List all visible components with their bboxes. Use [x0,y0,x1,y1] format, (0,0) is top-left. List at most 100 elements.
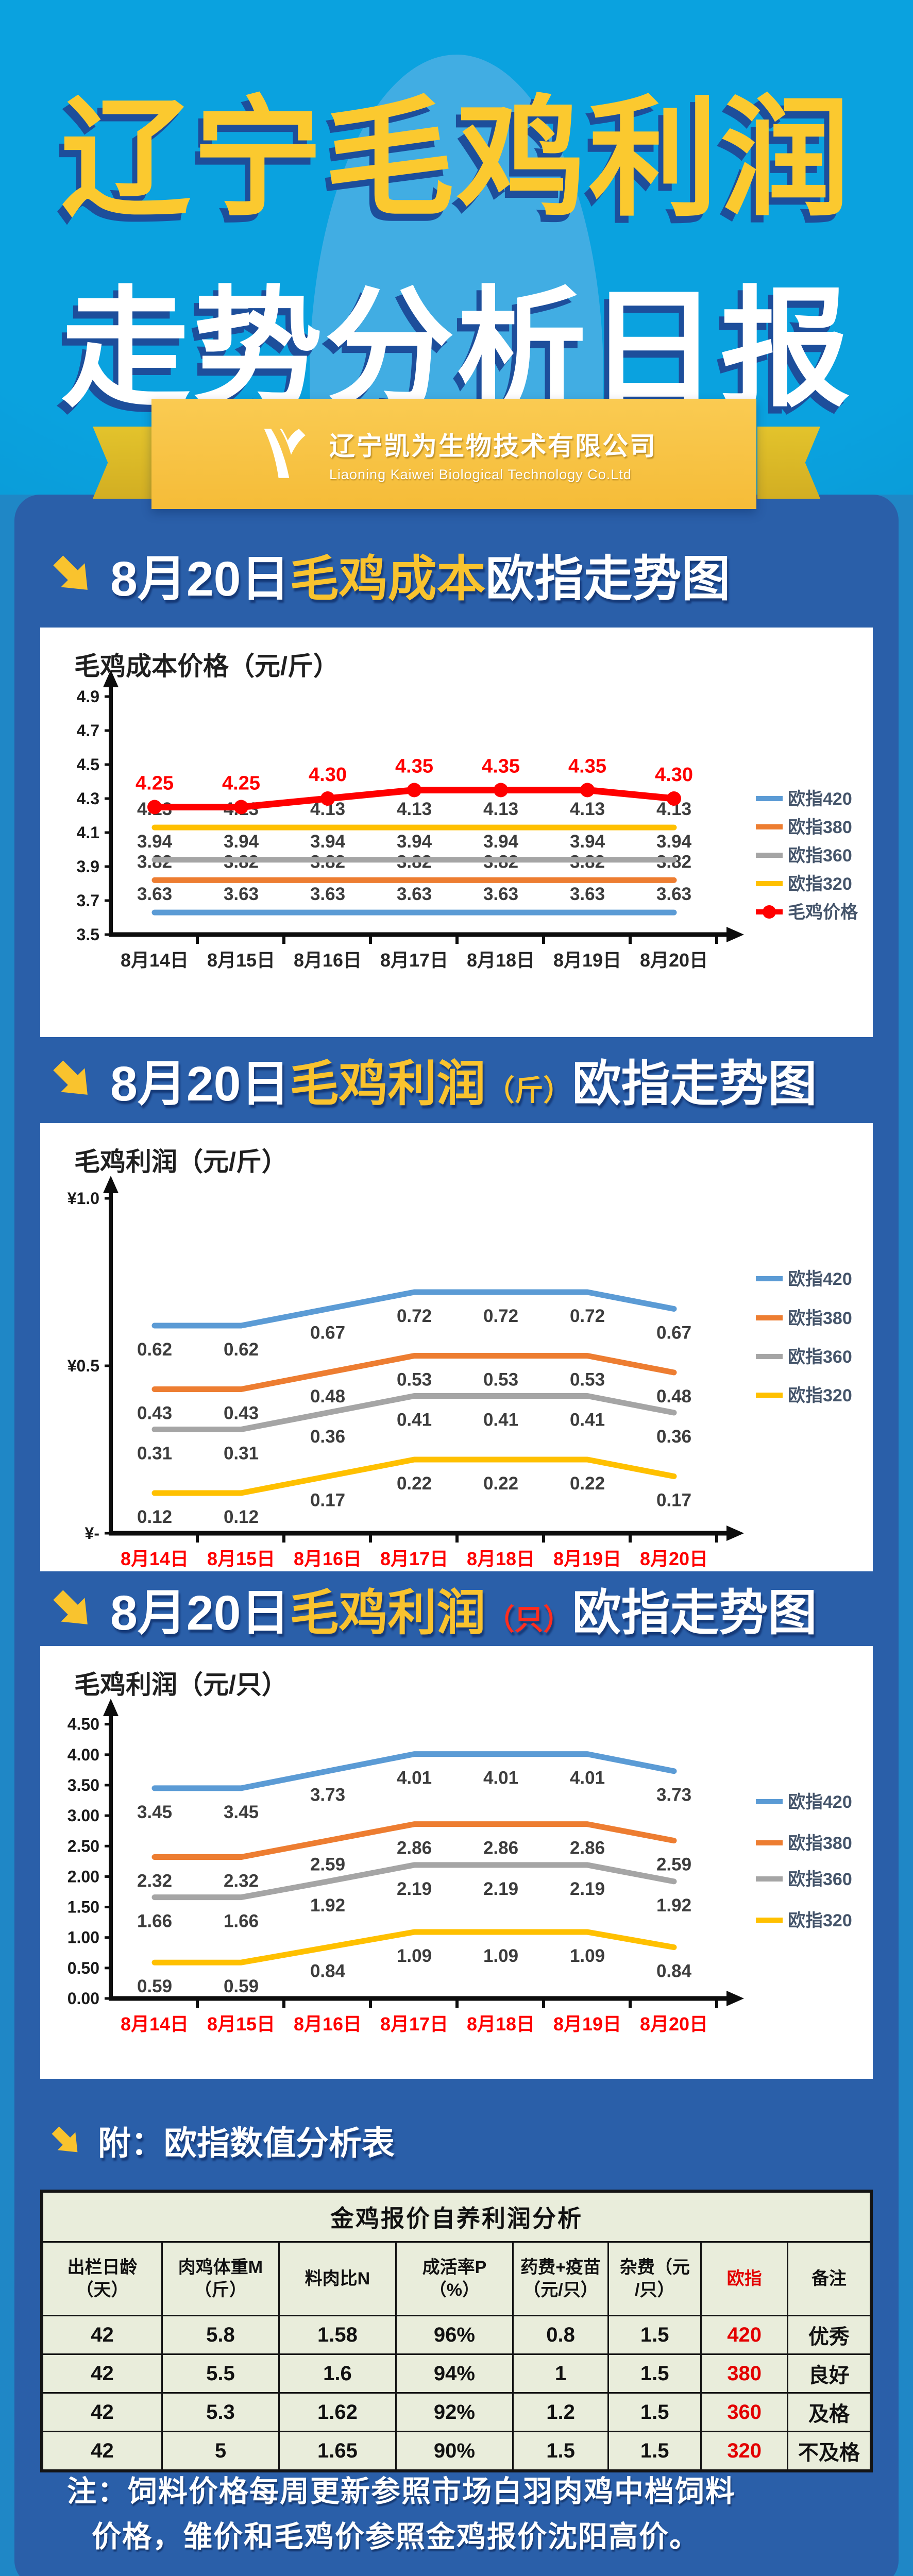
table-cell: 42 [41,2431,163,2472]
company-name-en: Liaoning Kaiwei Biological Technology Co… [329,466,632,482]
arrow-se-icon [52,2126,78,2153]
y-tick-label: 4.50 [67,1715,99,1734]
y-tick-label: 0.50 [67,1959,99,1977]
data-label: 3.63 [483,884,518,904]
y-tick-label: 4.1 [77,823,99,842]
y-tick-label: ¥0.5 [67,1357,99,1375]
series-marker [407,783,421,798]
legend-label: 欧指320 [788,1911,852,1930]
chart-svg: 毛鸡利润（元/斤） ¥1.0 ¥0.5 ¥- 8月14日 8月15日 8月16日 8月17日 8… [67,1147,852,1569]
data-label: 3.63 [224,884,259,904]
data-label: 0.22 [570,1473,605,1494]
series-marker [147,800,162,815]
data-label: 0.59 [137,1976,172,1996]
y-tick-label: 3.5 [77,925,99,944]
legend-label: 欧指420 [788,1792,852,1812]
legend-label: 欧指360 [788,1347,852,1367]
x-tick-label: 8月16日 [294,1548,362,1569]
data-label: 1.66 [137,1911,172,1931]
section-heading-table: 附：欧指数值分析表 [47,2102,395,2179]
y-tick-label: 1.50 [67,1898,99,1917]
euro-index-table-wrap: 金鸡报价自养利润分析 出栏日龄 （天） 肉鸡体重M （斤） 料肉比N 成活率P （%） 药费+疫… [40,2190,873,2472]
data-label: 3.94 [137,832,173,852]
note-line2: 价格，雏价和毛鸡价参照金鸡报价沈阳高价。 [92,2520,700,2553]
data-label: 4.35 [482,756,520,777]
table-row-1: 42 5.5 1.6 94% 1 1.5 380 良好 [41,2353,872,2394]
y-tick-label: ¥1.0 [67,1189,99,1208]
legend-label: 欧指360 [788,1870,852,1889]
data-label: 0.84 [656,1961,692,1981]
series-line-欧指320 [151,1456,677,1496]
table-cell: 92% [395,2392,514,2432]
data-label: 2.32 [224,1871,259,1891]
table-row-0: 42 5.8 1.58 96% 0.8 1.5 420 优秀 [41,2315,872,2355]
table-cell: 良好 [786,2353,872,2394]
chart-profit-per-jin: 毛鸡利润（元/斤） ¥1.0 ¥0.5 ¥- 8月14日 8月15日 8月16日 8月17日 8… [40,1123,873,1571]
table-cell: 320 [700,2431,788,2472]
data-label: 1.09 [397,1946,432,1966]
data-label: 0.62 [224,1340,259,1360]
table-header-1: 肉鸡体重M （斤） [161,2241,280,2316]
data-label: 0.53 [483,1370,518,1390]
data-label: 0.17 [656,1490,691,1511]
table-header-3: 成活率P （%） [395,2241,514,2316]
x-tick-label: 8月15日 [207,2013,275,2035]
y-tick-label: 2.50 [67,1837,99,1855]
data-label: 0.84 [310,1961,346,1981]
table-cell: 90% [395,2431,514,2472]
data-label: 0.67 [310,1323,345,1343]
data-label: 2.59 [656,1855,691,1875]
series-marker [320,791,335,806]
data-label: 0.41 [397,1410,432,1430]
x-tick-label: 8月16日 [294,950,362,971]
section-heading-profit-jin: 8月20日毛鸡利润（斤）欧指走势图 [47,1041,817,1118]
data-label: 4.01 [570,1768,605,1788]
table-cell: 1.5 [607,2353,702,2394]
chart-axes: 0.00 0.50 1.00 1.50 2.00 2.50 3.00 3.50 4.00 4.50 [67,1699,744,2008]
data-label: 3.94 [656,832,692,852]
table-cell: 1.5 [607,2315,702,2355]
series-line-欧指420 [151,1289,677,1329]
table-row-2: 42 5.3 1.62 92% 1.2 1.5 360 及格 [41,2392,872,2432]
legend-label: 欧指380 [788,1309,852,1328]
data-label: 2.32 [137,1871,172,1891]
data-label: 0.43 [224,1403,259,1423]
data-label: 2.86 [570,1838,605,1858]
data-label: 1.09 [483,1946,518,1966]
data-label: 3.45 [224,1802,259,1822]
table-cell: 5.5 [161,2353,280,2394]
data-label: 3.63 [310,884,345,904]
y-tick-label: 4.00 [67,1745,99,1764]
data-label: 0.36 [310,1427,345,1447]
table-cell: 380 [700,2353,788,2394]
data-label: 4.35 [568,756,606,777]
table-cell: 5.8 [161,2315,280,2355]
data-label: 4.13 [397,799,432,819]
y-tick-label: 3.7 [77,891,99,910]
table-cell: 及格 [786,2392,872,2432]
y-tick-label: 4.9 [77,687,99,706]
data-label: 0.41 [570,1410,605,1430]
chart-axes: 3.5 3.7 3.9 4.1 4.3 4.5 4.7 4.9 [77,670,744,944]
y-tick-label: 3.50 [67,1776,99,1794]
data-label: 2.86 [397,1838,432,1858]
data-label: 2.19 [570,1879,605,1899]
data-label: 0.48 [310,1386,345,1406]
section-heading-cost: 8月20日毛鸡成本欧指走势图 [47,536,731,613]
note-line1: 注：饲料价格每周更新参照市场白羽肉鸡中档饲料 [67,2475,736,2508]
company-banner: 辽宁凯为生物技术有限公司 Liaoning Kaiwei Biological … [151,399,756,509]
data-label: 0.62 [137,1340,172,1360]
chart-title: 毛鸡成本价格（元/斤） [74,652,339,681]
y-tick-label: 4.3 [77,789,99,808]
table-cell: 42 [41,2315,163,2355]
table-cell: 420 [700,2315,788,2355]
section-title: 8月20日毛鸡成本欧指走势图 [110,551,731,606]
table-cell: 0.8 [512,2315,610,2355]
data-label: 0.53 [397,1370,432,1390]
data-label: 0.12 [224,1507,259,1527]
section-title: 8月20日毛鸡利润（斤）欧指走势图 [110,1056,817,1111]
table-row-3: 42 5 1.65 90% 1.5 1.5 320 不及格 [41,2431,872,2472]
series-line-欧指360 [151,1393,677,1432]
x-tick-label: 8月14日 [121,950,189,971]
legend-label: 欧指320 [788,874,852,894]
